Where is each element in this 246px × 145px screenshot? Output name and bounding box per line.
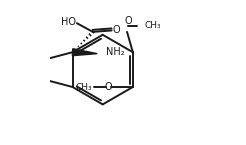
- Text: HO: HO: [62, 17, 77, 27]
- Text: O: O: [104, 82, 112, 92]
- Text: CH₃: CH₃: [144, 21, 161, 30]
- Polygon shape: [72, 49, 97, 56]
- Text: O: O: [113, 25, 121, 35]
- Text: NH₂: NH₂: [106, 47, 124, 57]
- Text: CH₃: CH₃: [76, 83, 92, 91]
- Text: O: O: [125, 16, 132, 26]
